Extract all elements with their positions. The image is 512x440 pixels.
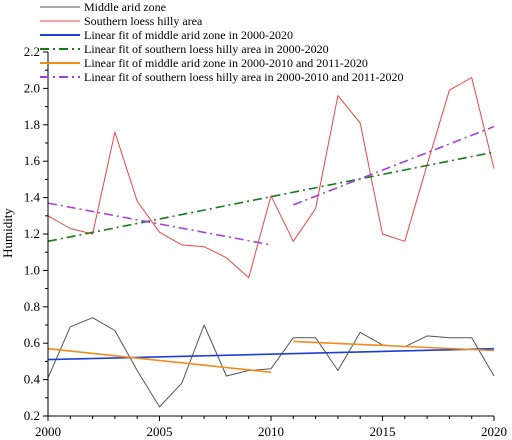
y-tick-label: 1.2 xyxy=(24,226,40,241)
legend-label-1: Middle arid zone xyxy=(84,0,166,14)
series-line-5-segment-2 xyxy=(293,340,495,352)
y-tick-label: 2.0 xyxy=(24,80,40,95)
series-line-3 xyxy=(47,347,495,361)
legend-label-5: Linear fit of middle arid zone in 2000-2… xyxy=(84,56,368,70)
y-tick-label: 1.0 xyxy=(24,262,40,277)
x-tick-label: 2015 xyxy=(370,424,396,439)
plot-lines xyxy=(47,77,495,408)
x-tick-label: 2020 xyxy=(481,424,507,439)
legend-label-6: Linear fit of southern loess hilly area … xyxy=(84,70,403,84)
legend-label-4: Linear fit of southern loess hilly area … xyxy=(84,42,329,56)
x-tick-label: 2005 xyxy=(147,424,173,439)
x-tick-label: 2000 xyxy=(35,424,61,439)
y-tick-label: 0.8 xyxy=(24,299,40,314)
y-tick-label: 1.8 xyxy=(24,117,40,132)
series-line-6-segment-2 xyxy=(293,125,495,206)
series-line-5-segment-1 xyxy=(47,347,272,374)
legend-label-2: Southern loess hilly area xyxy=(84,14,203,28)
y-tick-label: 2.2 xyxy=(24,44,40,59)
series-line-1 xyxy=(47,317,495,408)
legend-label-3: Linear fit of middle arid zone in 2000-2… xyxy=(84,28,293,42)
y-tick-label: 0.2 xyxy=(24,408,40,423)
series-line-2 xyxy=(47,77,495,279)
y-tick-label: 0.6 xyxy=(24,335,41,350)
ticks: 2000 2005 2010 2015 2020 0.2 0.4 0.6 0.8 1.0 1.2 1.… xyxy=(24,44,507,439)
series-line-6-segment-1 xyxy=(47,202,272,246)
y-tick-label: 1.6 xyxy=(24,153,41,168)
y-tick-label: 1.4 xyxy=(24,190,41,205)
axes xyxy=(47,52,494,417)
x-tick-label: 2010 xyxy=(258,424,284,439)
y-tick-label: 0.4 xyxy=(24,372,41,387)
y-axis-label: Humidity xyxy=(0,208,15,258)
